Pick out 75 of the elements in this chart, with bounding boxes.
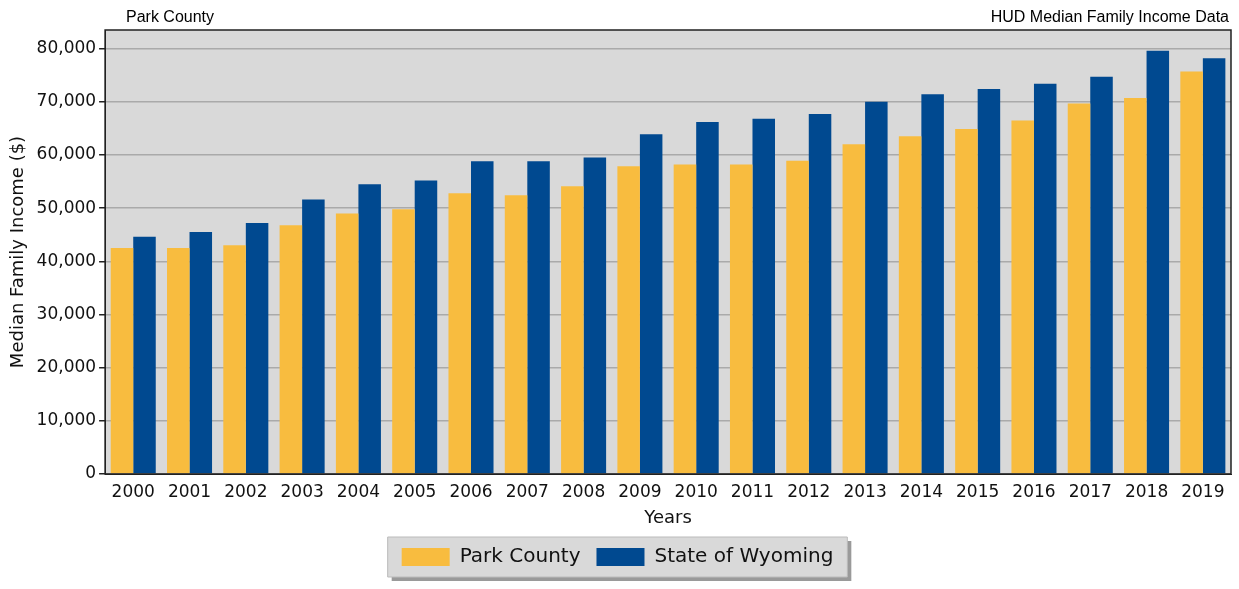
- bar: [865, 101, 888, 474]
- bar: [392, 209, 415, 474]
- chart-subtitle: HUD Median Family Income Data: [990, 8, 1229, 26]
- bar: [752, 118, 775, 474]
- bar: [921, 94, 944, 474]
- bar: [223, 245, 246, 474]
- bar: [955, 128, 978, 474]
- bar: [898, 136, 922, 474]
- bar: [583, 157, 607, 474]
- x-tick-label: 2007: [505, 480, 549, 501]
- bar: [561, 186, 584, 474]
- x-tick-label: 2017: [1068, 480, 1112, 501]
- y-tick-label: 0: [85, 462, 97, 483]
- bar: [133, 236, 156, 474]
- x-tick-label: 2016: [1012, 480, 1056, 501]
- bar: [842, 144, 866, 474]
- bar: [245, 223, 269, 474]
- x-tick-label: 2012: [787, 480, 831, 501]
- x-tick-label: 2003: [280, 480, 324, 501]
- y-tick-label: 10,000: [36, 409, 97, 430]
- bar: [1180, 71, 1203, 474]
- y-axis-title: Median Family Income ($): [6, 135, 28, 369]
- x-tick-label: 2000: [111, 480, 155, 501]
- x-tick-label: 2008: [561, 480, 606, 501]
- bar: [527, 161, 550, 474]
- bar: [335, 213, 359, 474]
- bar: [1090, 76, 1113, 474]
- x-axis-title: Years: [643, 505, 692, 527]
- bar: [504, 195, 528, 474]
- y-tick-label: 30,000: [36, 302, 97, 323]
- x-tick-label: 2015: [956, 480, 1000, 501]
- bar: [673, 164, 697, 474]
- bar: [1033, 83, 1057, 474]
- bar: [1202, 58, 1226, 474]
- bar: [696, 121, 719, 474]
- x-tick-label: 2001: [167, 480, 212, 501]
- bar: [1011, 120, 1034, 474]
- x-tick-label: 2004: [336, 480, 381, 501]
- bar: [639, 134, 663, 474]
- bar: [471, 161, 494, 474]
- x-tick-label: 2010: [674, 480, 718, 501]
- bar: [1146, 50, 1170, 474]
- x-tick-label: 2006: [449, 480, 493, 501]
- bar: [110, 248, 134, 474]
- x-tick-label: 2018: [1124, 480, 1169, 501]
- bar: [617, 166, 640, 474]
- x-tick-label: 2002: [224, 480, 268, 501]
- legend-label: State of Wyoming: [654, 543, 834, 568]
- y-tick-label: 40,000: [36, 249, 97, 270]
- bar: [1124, 98, 1147, 474]
- y-tick-label: 50,000: [36, 196, 97, 217]
- bar: [414, 180, 438, 474]
- bar: [808, 114, 832, 474]
- bar: [1067, 103, 1091, 474]
- y-tick-label: 60,000: [36, 143, 97, 164]
- bar: [167, 248, 190, 474]
- x-tick-label: 2019: [1181, 480, 1225, 501]
- x-tick-label: 2014: [899, 480, 944, 501]
- y-tick-label: 80,000: [36, 37, 97, 58]
- x-tick-label: 2009: [618, 480, 662, 501]
- y-tick-label: 70,000: [36, 90, 97, 111]
- x-tick-label: 2005: [393, 480, 437, 501]
- x-tick-label: 2013: [843, 480, 887, 501]
- bar: [977, 89, 1001, 474]
- bar: [729, 164, 753, 474]
- legend-label: Park County: [459, 543, 581, 568]
- chart-title: Park County: [126, 8, 215, 26]
- bar: [302, 199, 325, 474]
- bar: [279, 225, 303, 474]
- bar: [448, 193, 472, 474]
- bar: [189, 232, 213, 474]
- bar: [358, 184, 381, 474]
- y-tick-label: 20,000: [36, 356, 97, 377]
- x-tick-label: 2011: [730, 480, 775, 501]
- bar: [786, 160, 809, 474]
